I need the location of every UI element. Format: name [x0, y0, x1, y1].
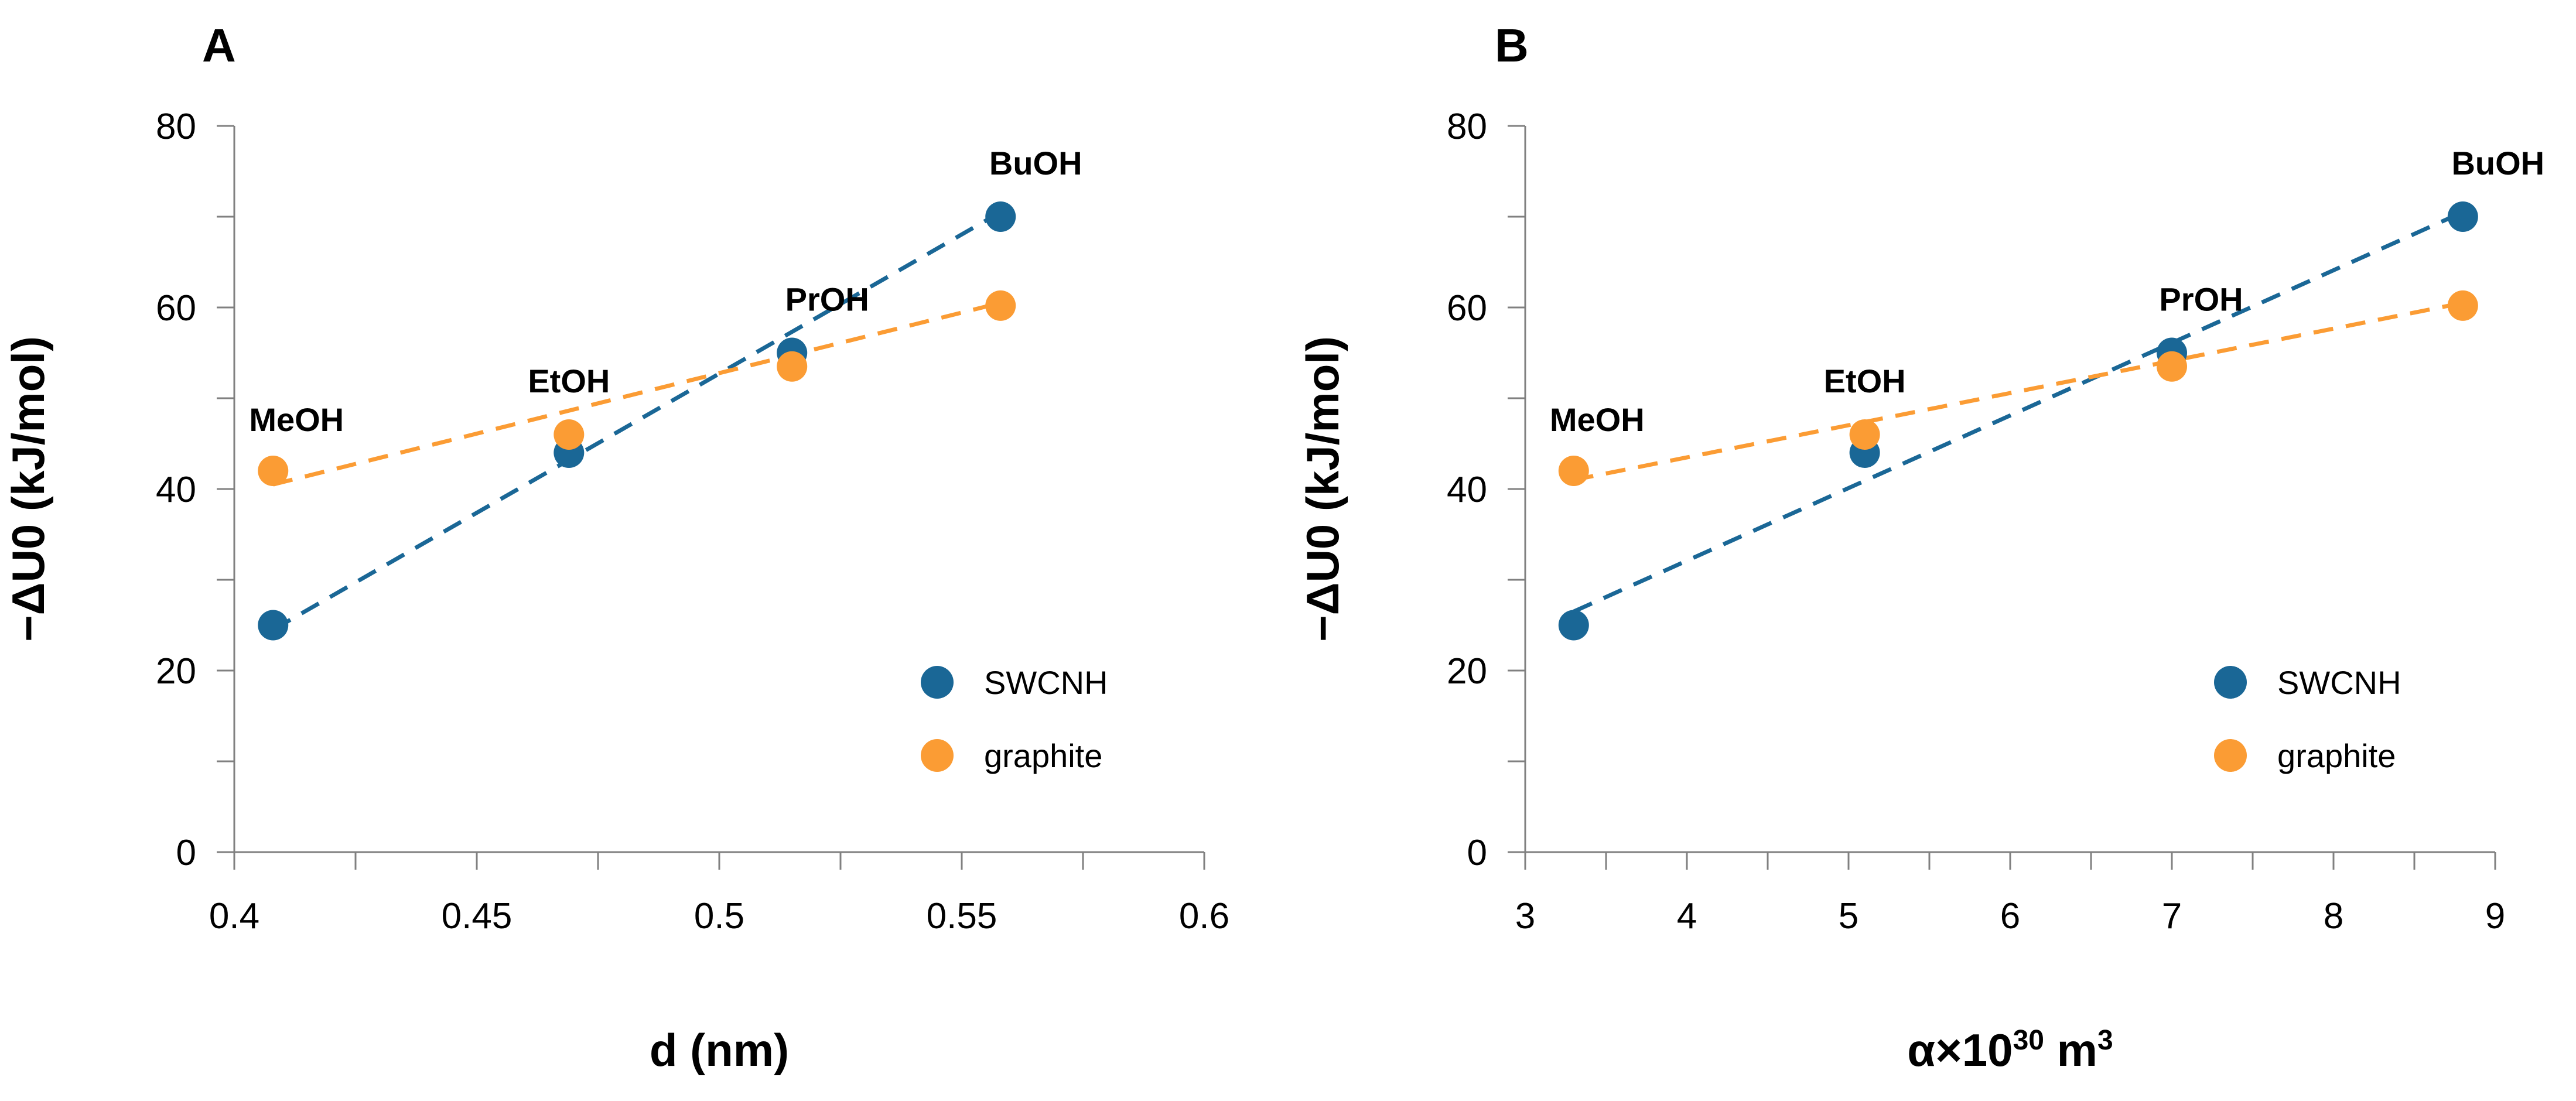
panel-b-y-tick-label: 0	[1467, 833, 1487, 873]
panel-a-point-swcnh	[258, 610, 289, 641]
panel-a-x-tick-label: 0.6	[1179, 896, 1229, 936]
panel-a-y-tick-label: 40	[156, 470, 196, 510]
panel-a-y-tick-label: 60	[156, 288, 196, 329]
panel-b-point-graphite	[1849, 419, 1880, 450]
panel-b-y-tick-label: 80	[1447, 107, 1487, 147]
panel-b-point-swcnh	[2447, 201, 2478, 232]
panel-a-y-tick-label: 20	[156, 651, 196, 692]
panel-b-fit-line-swcnh	[1573, 210, 2464, 614]
panel-a-y-tick-label: 80	[156, 107, 196, 147]
panel-a-point-label: BuOH	[989, 145, 1082, 182]
panel-b-point-label: EtOH	[1824, 363, 1906, 399]
panel-a-legend-marker-graphite	[921, 739, 954, 772]
panel-b-point-swcnh	[1558, 610, 1589, 641]
panel-a-x-tick-label: 0.4	[209, 896, 259, 936]
panel-b-legend-marker-swcnh	[2214, 666, 2247, 699]
panel-a-fit-line-swcnh	[272, 210, 1002, 632]
panel-b-legend-label: graphite	[2277, 737, 2396, 774]
panel-a-x-tick-label: 0.55	[927, 896, 997, 936]
panel-b-x-tick-label: 5	[1839, 896, 1858, 936]
panel-b-legend-marker-graphite	[2214, 739, 2247, 772]
panel-b-y-tick-label: 60	[1447, 288, 1487, 329]
panel-b-x-tick-label: 4	[1677, 896, 1697, 936]
panel-b: B 0 20 40 60 80 3 4 5 6 7 8 9 α×1030 m3 −ΔU0 (kJ/mol) M…	[1297, 19, 2544, 1076]
panel-b-x-tick-label: 3	[1515, 896, 1535, 936]
panel-a-point-graphite	[985, 290, 1016, 321]
panel-b-y-tick-label: 20	[1447, 651, 1487, 692]
panel-b-x-tick-label: 8	[2324, 896, 2343, 936]
panel-b-x-axis-title: α×1030 m3	[1907, 1024, 2113, 1076]
panel-a-point-swcnh	[985, 201, 1016, 232]
panel-a: A 0 20 40 60 80 0.4 0.45 0.5 0.55 0.6 d (nm) −ΔU0 (k…	[2, 19, 1229, 1076]
panel-a-x-tick-label: 0.45	[442, 896, 513, 936]
panel-a-point-label: MeOH	[249, 401, 344, 438]
panel-a-legend-marker-swcnh	[921, 666, 954, 699]
panel-a-y-tick-label: 0	[176, 833, 196, 873]
panel-b-legend-label: SWCNH	[2277, 664, 2401, 701]
panel-b-point-graphite	[1558, 456, 1589, 486]
panel-a-x-axis-title: d (nm)	[650, 1024, 789, 1076]
panel-b-point-graphite	[2157, 351, 2187, 382]
panel-b-fit-line-graphite	[1573, 300, 2464, 482]
panel-b-x-tick-label: 7	[2162, 896, 2182, 936]
panel-b-point-label: PrOH	[2159, 281, 2243, 318]
panel-b-y-tick-label: 40	[1447, 470, 1487, 510]
panel-a-point-label: PrOH	[785, 281, 869, 318]
panel-a-x-tick-label: 0.5	[694, 896, 744, 936]
panel-a-y-axis-title: −ΔU0 (kJ/mol)	[2, 336, 54, 642]
panel-b-x-tick-label: 9	[2485, 896, 2505, 936]
panel-a-point-graphite	[554, 419, 585, 450]
panel-b-point-graphite	[2447, 290, 2478, 321]
panel-b-y-axis-title: −ΔU0 (kJ/mol)	[1297, 336, 1348, 642]
panel-a-legend-label: graphite	[984, 737, 1102, 774]
panel-b-point-label: BuOH	[2451, 145, 2544, 182]
panel-a-point-label: EtOH	[528, 363, 610, 399]
panel-b-letter: B	[1495, 19, 1529, 71]
panel-a-letter: A	[202, 19, 236, 71]
panel-b-x-tick-label: 6	[2000, 896, 2020, 936]
panel-a-fit-line-graphite	[272, 300, 1002, 487]
panel-a-point-graphite	[258, 456, 289, 486]
panel-b-point-label: MeOH	[1550, 401, 1645, 438]
panel-a-legend-label: SWCNH	[984, 664, 1108, 701]
panel-a-point-graphite	[777, 351, 808, 382]
